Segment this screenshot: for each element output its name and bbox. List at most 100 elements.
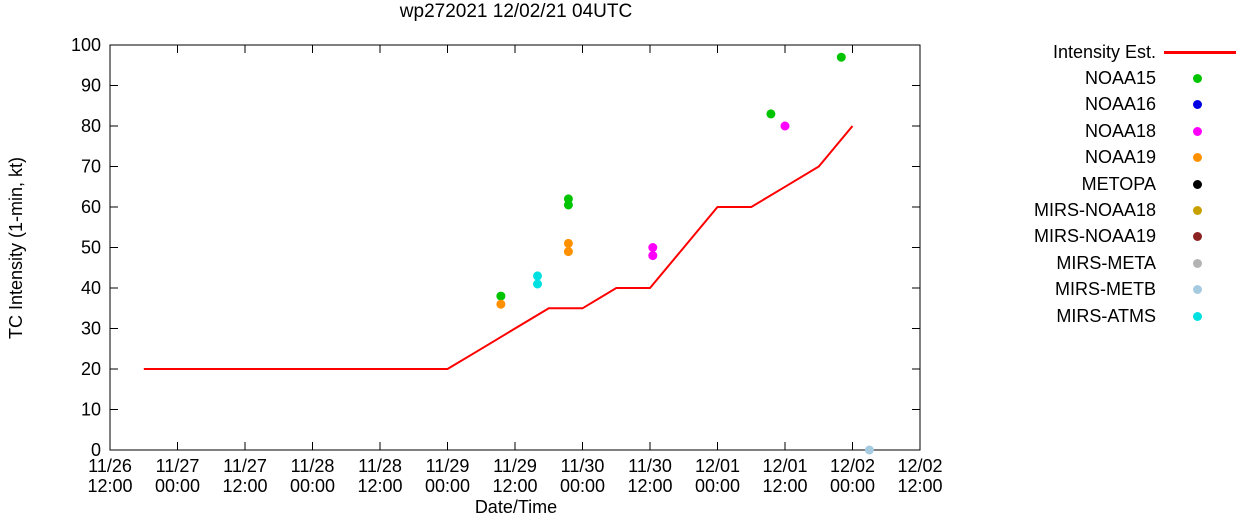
legend-sample-mirs-noaa19 xyxy=(1156,224,1238,250)
x-axis-label: Date/Time xyxy=(475,497,557,517)
legend-row-mirs-noaa19: MIRS-NOAA19 xyxy=(1002,224,1238,250)
legend-row-noaa19: NOAA19 xyxy=(1002,145,1238,171)
legend-dot-icon-noaa19 xyxy=(1192,153,1202,163)
scatter-point-mirs-atms xyxy=(533,279,542,289)
intensity-estimate-line xyxy=(143,125,854,370)
x-tick-date: 11/30 xyxy=(561,456,605,476)
x-tick-date: 12/01 xyxy=(695,456,740,476)
legend-dot-icon-noaa18 xyxy=(1192,126,1202,136)
legend-sample-mirs-noaa18 xyxy=(1156,197,1238,223)
legend-dot-icon-mirs-atms xyxy=(1192,311,1202,321)
x-tick-time: 12:00 xyxy=(627,476,672,496)
legend-row-mirs-meta: MIRS-META xyxy=(1002,250,1238,276)
x-tick-time: 12:00 xyxy=(357,476,402,496)
legend-sample-noaa15 xyxy=(1156,65,1238,91)
legend-row-metopa: METOPA xyxy=(1002,171,1238,197)
x-tick-time: 00:00 xyxy=(695,476,740,496)
x-tick-date: 12/02 xyxy=(830,456,875,476)
legend-sample-noaa19 xyxy=(1156,145,1238,171)
x-tick-date: 11/28 xyxy=(358,456,402,476)
x-tick-time: 12:00 xyxy=(222,476,267,496)
y-tick-label: 80 xyxy=(81,116,101,136)
x-tick-date: 11/27 xyxy=(156,456,200,476)
legend-label-mirs-meta: MIRS-META xyxy=(1056,252,1156,273)
plot-content xyxy=(143,52,874,455)
legend-row-noaa18: NOAA18 xyxy=(1002,118,1238,144)
scatter-point-noaa19 xyxy=(496,299,506,309)
x-tick-date: 11/29 xyxy=(493,456,537,476)
legend-row-mirs-metb: MIRS-METB xyxy=(1002,277,1238,303)
x-tick-date: 11/26 xyxy=(88,456,132,476)
x-tick-time: 00:00 xyxy=(560,476,605,496)
legend-row-noaa15: NOAA15 xyxy=(1002,65,1238,91)
x-tick-time: 12:00 xyxy=(492,476,537,496)
legend-dot-icon-mirs-metb xyxy=(1192,285,1202,295)
scatter-point-noaa15 xyxy=(563,200,573,210)
chart-title: wp272021 12/02/21 04UTC xyxy=(399,1,632,22)
legend-sample-mirs-metb xyxy=(1156,277,1238,303)
legend-label-mirs-noaa18: MIRS-NOAA18 xyxy=(1033,200,1156,221)
legend-sample-noaa18 xyxy=(1156,118,1238,144)
legend-row-mirs-atms: MIRS-ATMS xyxy=(1002,303,1238,329)
legend-sample-metopa xyxy=(1156,171,1238,197)
legend-label-mirs-atms: MIRS-ATMS xyxy=(1056,305,1156,326)
legend-sample-mirs-meta xyxy=(1156,250,1238,276)
legend-label-noaa18: NOAA18 xyxy=(1084,120,1156,141)
scatter-point-noaa18 xyxy=(780,121,790,131)
y-tick-label: 20 xyxy=(81,359,101,379)
scatter-point-noaa18 xyxy=(648,243,658,252)
x-tick-date: 11/27 xyxy=(223,456,267,476)
chart-legend: Intensity Est. NOAA15 NOAA16 NOAA18 NOAA19 ME… xyxy=(1002,39,1238,329)
scatter-point-mirs-atms xyxy=(533,271,542,281)
scatter-point-noaa15 xyxy=(766,109,776,119)
y-tick-label: 40 xyxy=(81,278,101,298)
plot-border xyxy=(109,44,921,451)
y-tick-label: 50 xyxy=(81,238,101,258)
legend-dot-icon-mirs-meta xyxy=(1192,258,1202,268)
y-tick-label: 90 xyxy=(81,76,101,96)
legend-dot-icon-mirs-noaa18 xyxy=(1192,206,1202,216)
y-tick-label: 10 xyxy=(81,400,101,420)
legend-label-mirs-metb: MIRS-METB xyxy=(1055,279,1156,300)
legend-sample-intensity-est xyxy=(1156,39,1238,65)
y-axis-label: TC Intensity (1-min, kt) xyxy=(6,157,26,339)
legend-line-sample-icon xyxy=(1164,50,1236,54)
legend-label-noaa16: NOAA16 xyxy=(1084,94,1156,115)
scatter-point-noaa15 xyxy=(496,291,506,301)
y-tick-label: 60 xyxy=(81,197,101,217)
scatter-point-noaa19 xyxy=(563,247,573,257)
x-tick-time: 12:00 xyxy=(897,476,942,496)
x-tick-date: 12/01 xyxy=(762,456,807,476)
legend-dot-icon-mirs-noaa19 xyxy=(1192,232,1202,242)
scatter-point-noaa15 xyxy=(836,52,846,62)
y-tick-label: 70 xyxy=(81,157,101,177)
scatter-point-mirs-metb xyxy=(864,445,874,455)
legend-label-noaa15: NOAA15 xyxy=(1084,68,1156,89)
x-tick-time: 00:00 xyxy=(155,476,200,496)
x-tick-date: 11/28 xyxy=(291,456,335,476)
x-tick-time: 00:00 xyxy=(290,476,335,496)
y-tick-label: 100 xyxy=(71,35,101,55)
legend-dot-icon-noaa16 xyxy=(1192,100,1202,110)
legend-label-mirs-noaa19: MIRS-NOAA19 xyxy=(1033,226,1156,247)
legend-sample-mirs-atms xyxy=(1156,303,1238,329)
x-tick-time: 00:00 xyxy=(830,476,875,496)
scatter-point-noaa18 xyxy=(648,251,658,261)
legend-row-intensity-est: Intensity Est. xyxy=(1002,39,1238,65)
plot-frame: 010203040506070809010011/2612:0011/2700:… xyxy=(71,35,943,496)
legend-dot-icon-metopa xyxy=(1192,179,1202,189)
y-tick-label: 30 xyxy=(81,319,101,339)
legend-sample-noaa16 xyxy=(1156,92,1238,118)
x-tick-date: 12/02 xyxy=(897,456,942,476)
legend-label-noaa19: NOAA19 xyxy=(1084,147,1156,168)
y-tick-label: 0 xyxy=(91,440,101,460)
legend-row-noaa16: NOAA16 xyxy=(1002,92,1238,118)
scatter-point-noaa19 xyxy=(563,238,573,248)
legend-label-intensity-est: Intensity Est. xyxy=(1052,41,1156,62)
legend-row-mirs-noaa18: MIRS-NOAA18 xyxy=(1002,197,1238,223)
legend-label-metopa: METOPA xyxy=(1081,173,1156,194)
x-tick-date: 11/30 xyxy=(628,456,672,476)
x-tick-time: 12:00 xyxy=(87,476,132,496)
